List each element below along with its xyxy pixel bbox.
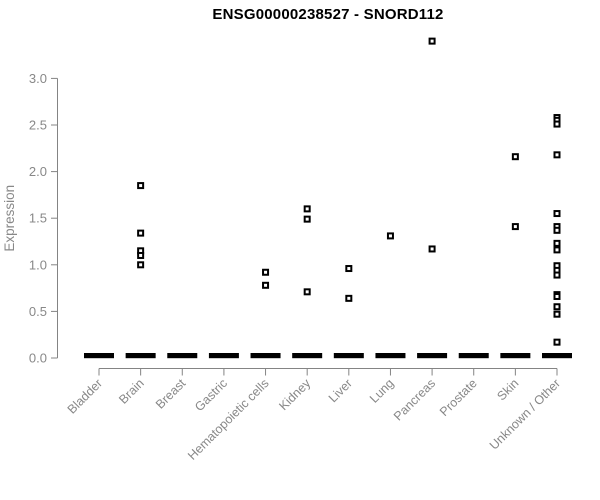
x-category-label: Bladder xyxy=(65,376,105,416)
x-category-label: Lung xyxy=(367,376,397,406)
y-tick-label: 1.0 xyxy=(29,257,47,272)
data-point xyxy=(137,182,145,190)
x-category-label: Hematopoietic cells xyxy=(185,376,272,463)
x-category-label: Breast xyxy=(153,376,189,412)
data-point xyxy=(553,271,561,279)
x-category-label: Liver xyxy=(326,376,355,405)
data-point xyxy=(428,245,436,253)
data-point xyxy=(303,205,311,213)
zero-cluster-bar xyxy=(333,353,364,359)
x-category-label: Prostate xyxy=(437,376,480,419)
data-point xyxy=(137,251,145,259)
data-point xyxy=(345,265,353,273)
data-point xyxy=(553,292,561,300)
x-category-label: Brain xyxy=(116,376,147,407)
y-tick-label: 2.0 xyxy=(29,164,47,179)
zero-cluster-bar xyxy=(208,353,239,359)
data-point xyxy=(386,232,394,240)
data-point xyxy=(262,268,270,276)
zero-cluster-bar xyxy=(250,353,281,359)
x-category-label: Pancreas xyxy=(391,376,438,423)
data-point xyxy=(553,310,561,318)
data-point xyxy=(553,338,561,346)
data-point xyxy=(553,239,561,247)
data-point xyxy=(553,120,561,128)
data-point xyxy=(345,294,353,302)
y-tick-label: 3.0 xyxy=(29,71,47,86)
x-category-label: Kidney xyxy=(276,376,313,413)
data-point xyxy=(428,37,436,45)
data-point xyxy=(553,210,561,218)
zero-cluster-bar xyxy=(84,353,114,359)
zero-cluster-bar xyxy=(458,353,489,359)
data-point xyxy=(303,288,311,296)
data-point xyxy=(553,151,561,159)
data-point xyxy=(511,153,519,161)
y-axis-label: Expression xyxy=(2,185,17,252)
data-point xyxy=(553,226,561,234)
data-point xyxy=(262,281,270,289)
zero-cluster-bar xyxy=(292,353,323,359)
data-point xyxy=(303,215,311,223)
zero-cluster-bar xyxy=(167,353,198,359)
zero-cluster-bar xyxy=(125,353,156,359)
data-point xyxy=(553,303,561,311)
zero-cluster-bar xyxy=(542,353,572,359)
x-category-label: Unknown / Other xyxy=(487,376,563,452)
x-category-label: Gastric xyxy=(192,376,230,414)
x-category-label: Skin xyxy=(494,376,521,403)
chart-title: ENSG00000238527 - SNORD112 xyxy=(212,6,444,23)
data-point xyxy=(553,246,561,254)
zero-cluster-bar xyxy=(500,353,531,359)
zero-cluster-bar xyxy=(375,353,406,359)
data-point xyxy=(511,223,519,231)
y-tick-label: 2.5 xyxy=(29,118,47,133)
zero-cluster-bar xyxy=(417,353,448,359)
data-point xyxy=(137,229,145,237)
data-point xyxy=(137,261,145,269)
y-tick-label: 1.5 xyxy=(29,211,47,226)
y-tick-label: 0.5 xyxy=(29,304,47,319)
y-tick-label: 0.0 xyxy=(29,351,47,366)
